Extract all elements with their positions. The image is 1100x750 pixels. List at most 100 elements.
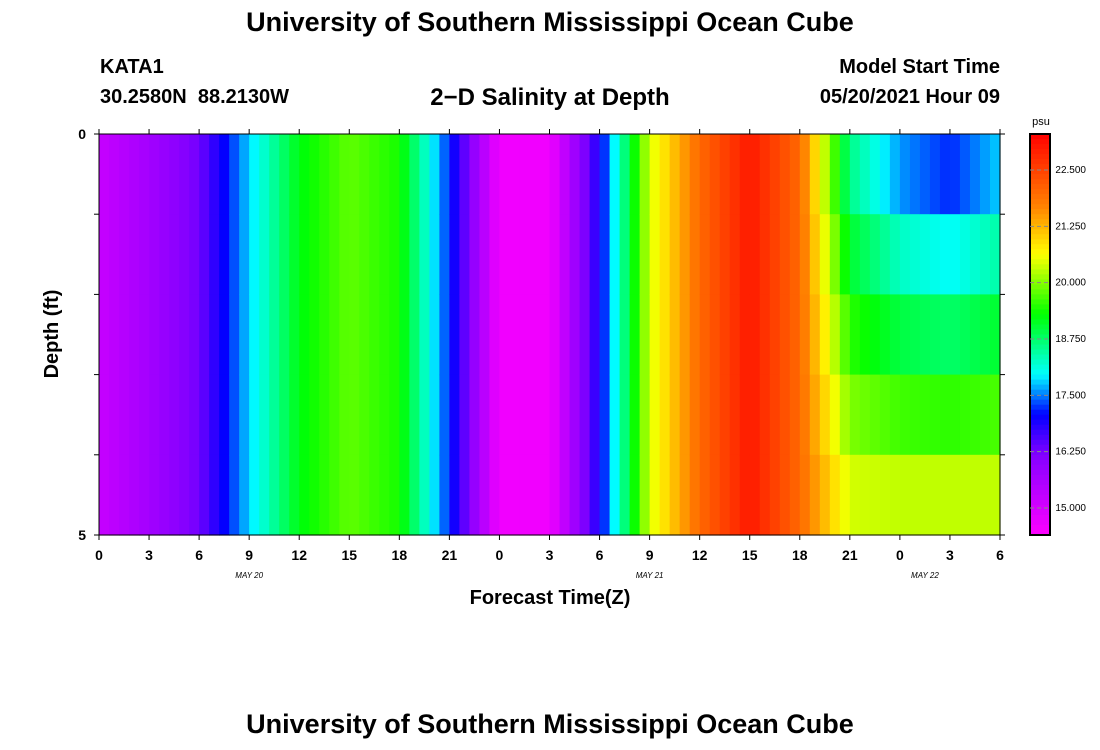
heatmap-cell — [649, 214, 661, 295]
heatmap-cell — [569, 454, 581, 536]
heatmap-cell — [709, 454, 721, 536]
x-tick-label: 3 — [946, 547, 954, 563]
heatmap-cell — [769, 214, 781, 295]
heatmap-cell — [139, 294, 150, 376]
colorbar-segment — [1030, 319, 1050, 326]
heatmap-cell — [369, 374, 380, 456]
heatmap-cell — [299, 214, 310, 295]
colorbar-segment — [1030, 429, 1050, 436]
heatmap-cell — [109, 134, 120, 215]
heatmap-cell — [379, 214, 390, 295]
heatmap-cell — [499, 214, 511, 295]
heatmap-cell — [329, 374, 340, 456]
heatmap-cell — [949, 294, 961, 376]
heatmap-cell — [439, 214, 450, 295]
heatmap-cell — [809, 294, 821, 376]
heatmap-cell — [559, 134, 571, 215]
heatmap-cell — [109, 374, 120, 456]
colorbar-segment — [1030, 364, 1050, 371]
heatmap-cell — [169, 294, 180, 376]
model-start-time: 05/20/2021 Hour 09 — [819, 86, 1000, 108]
heatmap-cell — [959, 294, 971, 376]
heatmap-cell — [119, 134, 130, 215]
heatmap-cell — [659, 294, 671, 376]
heatmap-cell — [639, 374, 651, 456]
heatmap-cell — [459, 214, 471, 295]
colorbar-tick-label: 22.500 — [1055, 165, 1086, 176]
heatmap-cell — [699, 134, 711, 215]
heatmap-cell — [149, 374, 160, 456]
heatmap-cell — [639, 214, 651, 295]
heatmap-cell — [379, 134, 390, 215]
heatmap-cell — [799, 134, 811, 215]
colorbar-segment — [1030, 299, 1050, 306]
colorbar-segment — [1030, 189, 1050, 195]
colorbar-segment — [1030, 379, 1050, 386]
heatmap-cell — [639, 454, 651, 536]
heatmap-cell — [419, 454, 430, 536]
heatmap-cell — [129, 134, 140, 215]
heatmap-cell — [99, 134, 110, 215]
heatmap-cell — [939, 294, 951, 376]
heatmap-cell — [709, 294, 721, 376]
heatmap-cell — [939, 134, 951, 215]
heatmap-cell — [929, 294, 941, 376]
heatmap-cell — [659, 454, 671, 536]
heatmap-cell — [799, 214, 811, 295]
colorbar-segment — [1030, 529, 1050, 536]
heatmap-cell — [649, 294, 661, 376]
heatmap-cell — [849, 294, 861, 376]
heatmap-cell — [299, 294, 310, 376]
heatmap-cell — [549, 214, 561, 295]
heatmap-cell — [479, 454, 491, 536]
heatmap-cell — [689, 134, 701, 215]
heatmap-cell — [739, 214, 751, 295]
heatmap-cell — [129, 374, 140, 456]
colorbar-segment — [1030, 214, 1050, 220]
heatmap-cell — [259, 214, 270, 295]
heatmap-cell — [179, 134, 190, 215]
heatmap-cell — [839, 214, 851, 295]
heatmap-cell — [109, 454, 120, 536]
date-label: MAY 21 — [636, 571, 664, 580]
colorbar-segment — [1030, 199, 1050, 205]
heatmap-cell — [589, 454, 601, 536]
heatmap-cell — [329, 134, 340, 215]
model-start-label: Model Start Time — [839, 56, 1000, 78]
colorbar-segment — [1030, 494, 1050, 501]
colorbar-segment — [1030, 269, 1050, 275]
heatmap-cell — [719, 374, 731, 456]
chart-title: 2−D Salinity at Depth — [430, 84, 670, 111]
heatmap-cell — [529, 374, 541, 456]
heatmap-cell — [279, 294, 290, 376]
heatmap-cell — [839, 294, 851, 376]
heatmap-cell — [99, 454, 110, 536]
heatmap-cell — [469, 134, 481, 215]
heatmap-cell — [569, 134, 581, 215]
heatmap-cell — [509, 454, 521, 536]
heatmap-cell — [489, 134, 501, 215]
heatmap-cell — [759, 214, 771, 295]
heatmap-cell — [489, 454, 501, 536]
heatmap-cell — [219, 134, 230, 215]
heatmap-cell — [209, 454, 220, 536]
heatmap-cell — [179, 454, 190, 536]
heatmap-cell — [969, 134, 981, 215]
heatmap-cell — [679, 454, 691, 536]
heatmap-cell — [689, 374, 701, 456]
heatmap-cell — [539, 214, 551, 295]
heatmap-cell — [369, 294, 380, 376]
heatmap-cell — [429, 134, 440, 215]
heatmap-cell — [719, 134, 731, 215]
colorbar-segment — [1030, 259, 1050, 265]
heatmap-cell — [969, 214, 981, 295]
heatmap-cell — [729, 294, 741, 376]
station-coordinates: 30.2580N 88.2130W — [100, 86, 290, 108]
heatmap-cell — [799, 294, 811, 376]
salinity-heatmap — [99, 134, 1001, 536]
colorbar-segment — [1030, 394, 1050, 401]
heatmap-cell — [709, 374, 721, 456]
colorbar-segment — [1030, 484, 1050, 491]
heatmap-cell — [769, 294, 781, 376]
heatmap-cell — [119, 214, 130, 295]
